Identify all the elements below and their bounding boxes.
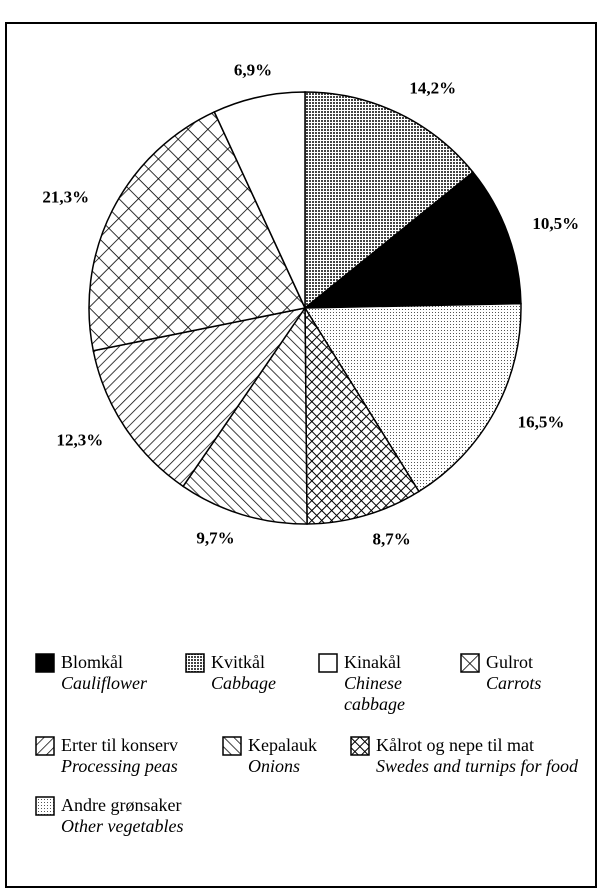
legend-swatch <box>35 653 55 673</box>
pie-slice <box>303 302 522 493</box>
frame <box>5 22 597 888</box>
legend-text: Kålrot og nepe til mat Swedes and turnips… <box>376 735 578 777</box>
value-label: 8,7% <box>372 529 410 548</box>
legend-item: Blomkål Cauliflower <box>35 652 185 694</box>
value-label: 9,7% <box>196 528 234 547</box>
value-label: 21,3% <box>42 187 89 206</box>
pie-slice <box>302 171 522 309</box>
legend-name-en: Cabbage <box>211 673 276 693</box>
legend-swatch-box <box>222 736 242 756</box>
legend-swatch <box>35 736 55 756</box>
legend-name-en: Swedes and turnips for food <box>376 756 579 776</box>
legend-name: Kinakål <box>344 652 401 672</box>
legend-swatch-box <box>318 653 338 673</box>
legend-name-en: Other vegetables <box>61 816 184 836</box>
legend-name: Gulrot <box>486 652 533 672</box>
pie-slice <box>304 91 475 310</box>
legend-name: Kepalauk <box>248 735 317 755</box>
legend-text: Kinakål Chinese cabbage <box>344 652 450 715</box>
legend-name: Erter til konserv <box>61 735 178 755</box>
legend-item: Kvitkål Cabbage <box>185 652 313 694</box>
legend-swatch <box>460 653 480 673</box>
legend-name: Andre grønsaker <box>61 795 182 815</box>
legend-item: Kålrot og nepe til mat Swedes and turnips… <box>350 735 590 777</box>
legend-item: Kepalauk Onions <box>222 735 348 777</box>
pie-slice <box>213 91 306 309</box>
legend-text: Erter til konserv Processing peas <box>61 735 178 777</box>
legend-text: Andre grønsaker Other vegetables <box>61 795 183 837</box>
legend-item: Andre grønsaker Other vegetables <box>35 795 245 837</box>
legend-name-en: Carrots <box>486 673 542 693</box>
legend-name-en: Chinese cabbage <box>344 673 405 714</box>
pie-slice <box>304 305 420 525</box>
legend-swatch-box <box>35 736 55 756</box>
pie-slice <box>88 110 307 352</box>
pie-slice <box>182 305 308 525</box>
legend-swatch <box>350 736 370 756</box>
pie-slice <box>92 306 307 488</box>
value-label: 16,5% <box>518 412 565 431</box>
legend-swatch <box>35 796 55 816</box>
legend-text: Kvitkål Cabbage <box>211 652 276 694</box>
legend-text: Gulrot Carrots <box>486 652 541 694</box>
value-label: 12,3% <box>57 431 104 450</box>
legend-swatch-box <box>35 653 55 673</box>
legend-text: Blomkål Cauliflower <box>61 652 147 694</box>
value-label: 6,9% <box>234 61 272 80</box>
legend-text: Kepalauk Onions <box>248 735 317 777</box>
legend-swatch <box>222 736 242 756</box>
value-label: 10,5% <box>532 214 579 233</box>
legend-swatch <box>318 653 338 673</box>
legend-name: Kvitkål <box>211 652 265 672</box>
legend-swatch <box>185 653 205 673</box>
legend-swatch-box <box>350 736 370 756</box>
legend-name-en: Processing peas <box>61 756 178 776</box>
value-label: 14,2% <box>409 79 456 98</box>
legend-item: Gulrot Carrots <box>460 652 595 694</box>
legend-name: Kålrot og nepe til mat <box>376 735 534 755</box>
legend-swatch-box <box>185 653 205 673</box>
legend-name-en: Cauliflower <box>61 673 148 693</box>
legend-item: Erter til konserv Processing peas <box>35 735 220 777</box>
legend-swatch-box <box>35 796 55 816</box>
legend-item: Kinakål Chinese cabbage <box>318 652 450 715</box>
legend-swatch-box <box>460 653 480 673</box>
legend-name-en: Onions <box>248 756 301 776</box>
legend-name: Blomkål <box>61 652 123 672</box>
